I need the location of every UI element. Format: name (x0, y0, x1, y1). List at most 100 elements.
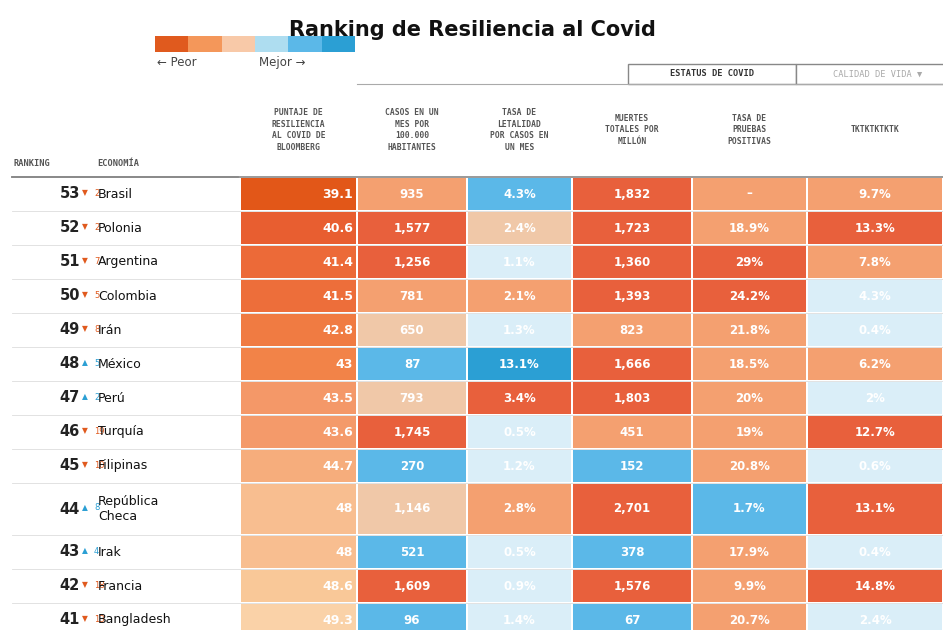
Bar (468, 450, 571, 482)
Bar (468, 604, 571, 630)
Text: 5: 5 (94, 358, 99, 367)
Text: 17.9%: 17.9% (729, 546, 769, 559)
Text: 8: 8 (94, 324, 99, 333)
Bar (573, 604, 691, 630)
Text: ▲: ▲ (82, 392, 88, 401)
Bar (693, 604, 806, 630)
Bar (808, 178, 942, 210)
Text: 2%: 2% (865, 391, 885, 404)
Bar (468, 416, 571, 448)
Text: ▼: ▼ (82, 188, 88, 197)
Text: Brasil: Brasil (98, 188, 133, 200)
Text: 793: 793 (400, 391, 424, 404)
Text: 4.3%: 4.3% (504, 188, 536, 200)
Text: 51: 51 (59, 255, 80, 270)
Text: 49.3: 49.3 (323, 614, 353, 626)
Text: 18.9%: 18.9% (729, 222, 770, 234)
Bar (573, 314, 691, 346)
Text: 2: 2 (94, 188, 99, 197)
Bar (573, 484, 691, 534)
Bar (468, 280, 571, 312)
Bar (241, 280, 356, 312)
Text: 41.4: 41.4 (322, 256, 353, 268)
Bar (573, 280, 691, 312)
Text: 19: 19 (94, 427, 105, 435)
Bar (358, 178, 466, 210)
Bar (693, 314, 806, 346)
Bar (322, 36, 355, 52)
Text: Francia: Francia (98, 580, 143, 592)
Bar (468, 212, 571, 244)
Text: 451: 451 (620, 425, 644, 438)
Text: 41.5: 41.5 (322, 290, 353, 302)
Text: 53: 53 (59, 186, 80, 202)
Text: ▼: ▼ (82, 580, 88, 590)
Bar (241, 178, 356, 210)
Bar (693, 450, 806, 482)
Bar (241, 348, 356, 380)
Text: 823: 823 (620, 323, 644, 336)
Bar (808, 450, 942, 482)
Text: 18: 18 (94, 580, 105, 590)
Text: RANKING: RANKING (14, 159, 51, 168)
Text: 1,832: 1,832 (613, 188, 651, 200)
Text: 13.1%: 13.1% (854, 503, 895, 515)
Bar (241, 604, 356, 630)
Text: –: – (747, 188, 753, 200)
Text: 1,745: 1,745 (393, 425, 431, 438)
Text: 41: 41 (59, 612, 80, 627)
Bar (808, 212, 942, 244)
Bar (808, 246, 942, 278)
Text: 152: 152 (620, 459, 644, 472)
Text: 13: 13 (94, 614, 105, 624)
Bar (693, 416, 806, 448)
Text: 50: 50 (59, 289, 80, 304)
Bar (693, 536, 806, 568)
Text: 0.6%: 0.6% (859, 459, 891, 472)
Bar (358, 570, 466, 602)
Text: 0.5%: 0.5% (504, 425, 536, 438)
Text: ▼: ▼ (82, 461, 88, 469)
Text: ▲: ▲ (82, 546, 88, 556)
Bar (808, 416, 942, 448)
Text: CALIDAD DE VIDA ▼: CALIDAD DE VIDA ▼ (833, 69, 922, 79)
Bar (573, 416, 691, 448)
Bar (255, 36, 289, 52)
Text: Filipinas: Filipinas (98, 459, 148, 472)
Text: 6.2%: 6.2% (859, 357, 891, 370)
Text: 44.7: 44.7 (322, 459, 353, 472)
Text: 9.9%: 9.9% (733, 580, 766, 592)
Bar (358, 314, 466, 346)
Text: 13.1%: 13.1% (499, 357, 540, 370)
Text: 10: 10 (94, 461, 105, 469)
Bar (573, 450, 691, 482)
Bar (189, 36, 222, 52)
Text: 2.8%: 2.8% (504, 503, 536, 515)
Text: Irak: Irak (98, 546, 122, 559)
Text: ▼: ▼ (82, 256, 88, 265)
Text: 1,576: 1,576 (613, 580, 651, 592)
Bar (241, 212, 356, 244)
Bar (241, 314, 356, 346)
Bar (628, 64, 796, 84)
Text: TASA DE
PRUEBAS
POSITIVAS: TASA DE PRUEBAS POSITIVAS (728, 113, 771, 146)
Bar (468, 348, 571, 380)
Bar (808, 570, 942, 602)
Bar (289, 36, 322, 52)
Text: 44: 44 (59, 501, 80, 517)
Text: 270: 270 (400, 459, 424, 472)
Text: 24.2%: 24.2% (729, 290, 769, 302)
Text: 1.2%: 1.2% (504, 459, 536, 472)
Bar (808, 348, 942, 380)
Text: 1,577: 1,577 (393, 222, 431, 234)
Text: MUERTES
TOTALES POR
MILLÓN: MUERTES TOTALES POR MILLÓN (605, 113, 659, 146)
Text: 2.4%: 2.4% (859, 614, 891, 626)
Text: ECONOMÍA: ECONOMÍA (97, 159, 139, 168)
Text: 0.4%: 0.4% (859, 323, 891, 336)
Bar (358, 484, 466, 534)
Text: 20.8%: 20.8% (729, 459, 769, 472)
Text: ▼: ▼ (82, 614, 88, 624)
Bar (358, 280, 466, 312)
Text: 1,360: 1,360 (613, 256, 651, 268)
Text: 29%: 29% (736, 256, 764, 268)
